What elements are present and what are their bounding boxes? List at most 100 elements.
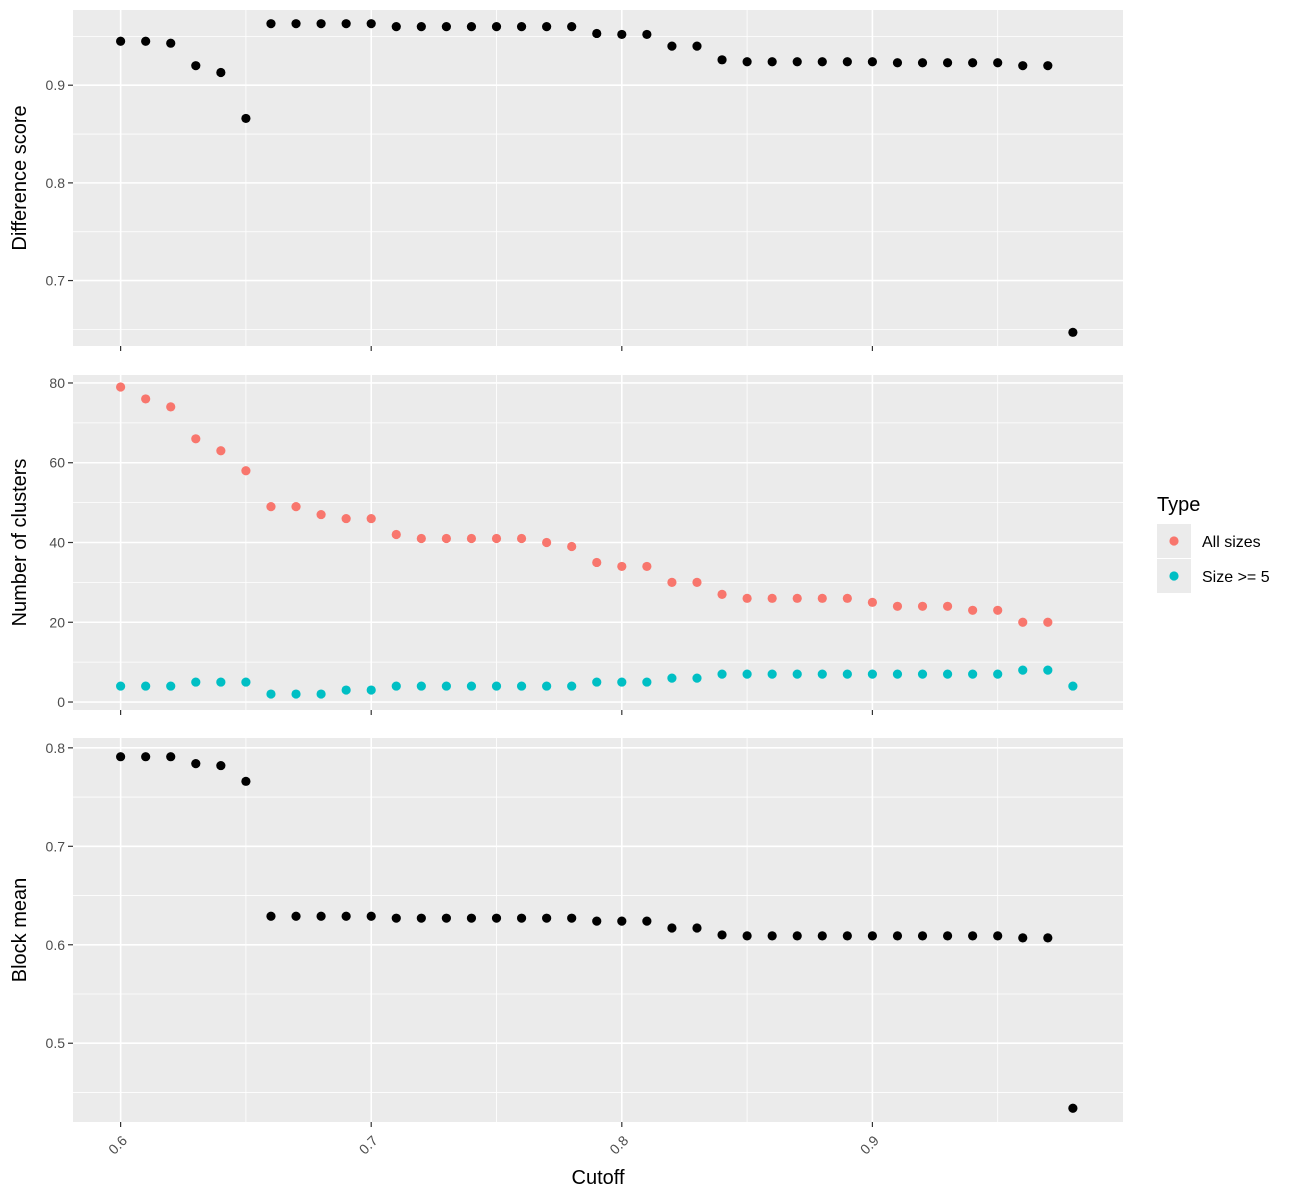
y-axis-title: Difference score xyxy=(9,105,31,250)
series-points xyxy=(116,19,1078,337)
panels-layer: 0.7 0.8 0.9 Difference score 0 20 40 60 80 Number… xyxy=(9,10,1123,1157)
data-point xyxy=(767,669,777,679)
data-point xyxy=(767,57,777,67)
data-point xyxy=(1043,933,1053,943)
data-point xyxy=(892,931,903,941)
data-point xyxy=(942,601,953,611)
data-point xyxy=(216,677,226,687)
data-point xyxy=(892,601,903,611)
data-point xyxy=(567,681,577,691)
data-point xyxy=(116,681,126,691)
data-point xyxy=(642,29,652,40)
legend-entries: All sizes Size >= 5 xyxy=(1157,524,1270,593)
data-point xyxy=(366,19,376,29)
data-point xyxy=(767,593,777,603)
data-point xyxy=(592,28,602,39)
data-point xyxy=(166,38,176,48)
data-point xyxy=(1068,681,1078,691)
data-point xyxy=(241,776,251,786)
data-point xyxy=(391,681,401,691)
data-point xyxy=(942,58,953,68)
data-point xyxy=(692,577,702,587)
data-point xyxy=(968,669,978,679)
data-point xyxy=(842,669,852,679)
data-point xyxy=(892,58,903,68)
data-point xyxy=(441,913,451,923)
data-point xyxy=(216,760,226,771)
data-point xyxy=(792,593,802,603)
legend-title: Type xyxy=(1157,494,1200,516)
data-point xyxy=(867,597,878,607)
data-point xyxy=(266,689,276,699)
data-point xyxy=(692,923,702,933)
data-point xyxy=(567,541,577,552)
data-point xyxy=(717,55,727,65)
data-point xyxy=(542,537,552,548)
data-point xyxy=(241,677,251,687)
legend-label: All sizes xyxy=(1202,534,1261,551)
x-tick-label: 0.7 xyxy=(356,1132,381,1157)
data-point xyxy=(266,911,276,921)
data-point xyxy=(617,916,627,926)
data-point xyxy=(316,509,326,520)
data-point xyxy=(491,681,502,691)
data-point xyxy=(742,57,752,67)
data-point xyxy=(141,36,151,46)
data-point xyxy=(316,689,326,699)
data-point xyxy=(567,22,577,32)
data-point xyxy=(667,577,677,587)
data-point xyxy=(592,557,602,568)
data-point xyxy=(366,685,376,695)
data-point xyxy=(141,681,151,691)
data-point xyxy=(466,913,477,923)
data-point xyxy=(942,931,953,941)
data-point xyxy=(917,669,928,679)
data-point xyxy=(466,681,477,691)
data-point xyxy=(817,593,827,603)
data-point xyxy=(567,913,577,923)
legend-label: Size >= 5 xyxy=(1202,569,1270,586)
data-point xyxy=(191,434,201,444)
data-point xyxy=(968,58,978,68)
y-tick-label: 60 xyxy=(49,455,65,471)
data-point xyxy=(742,593,752,603)
data-point xyxy=(1068,1103,1078,1113)
data-point xyxy=(642,916,652,926)
data-point xyxy=(717,930,727,940)
series-points xyxy=(116,665,1078,699)
data-point xyxy=(667,673,677,683)
legend: Type All sizes Size >= 5 xyxy=(1157,494,1270,593)
data-point xyxy=(516,681,527,691)
data-point xyxy=(892,669,903,679)
data-point xyxy=(516,22,527,32)
data-point xyxy=(416,681,426,691)
data-point xyxy=(917,58,928,68)
panel-3: 0.5 0.6 0.7 0.8 Block mean xyxy=(9,738,1123,1127)
y-tick-label: 0.6 xyxy=(46,937,66,953)
data-point xyxy=(491,22,502,32)
data-point xyxy=(542,913,552,923)
data-point xyxy=(266,19,276,29)
data-point xyxy=(441,681,451,691)
data-point xyxy=(617,29,627,40)
data-point xyxy=(792,57,802,67)
data-point xyxy=(817,57,827,67)
data-point xyxy=(491,913,502,923)
data-point xyxy=(191,677,201,687)
data-point xyxy=(842,931,852,941)
data-point xyxy=(817,931,827,941)
series-points xyxy=(116,752,1078,1113)
data-point xyxy=(617,561,627,572)
data-point xyxy=(993,58,1003,68)
data-point xyxy=(316,911,326,921)
data-point xyxy=(291,19,301,29)
data-point xyxy=(667,923,677,933)
y-axis-title: Number of clusters xyxy=(9,459,31,627)
data-point xyxy=(1043,61,1053,71)
data-point xyxy=(592,916,602,926)
data-point xyxy=(717,589,727,599)
data-point xyxy=(116,382,126,392)
data-point xyxy=(617,677,627,687)
y-tick-label: 0.5 xyxy=(46,1035,66,1051)
